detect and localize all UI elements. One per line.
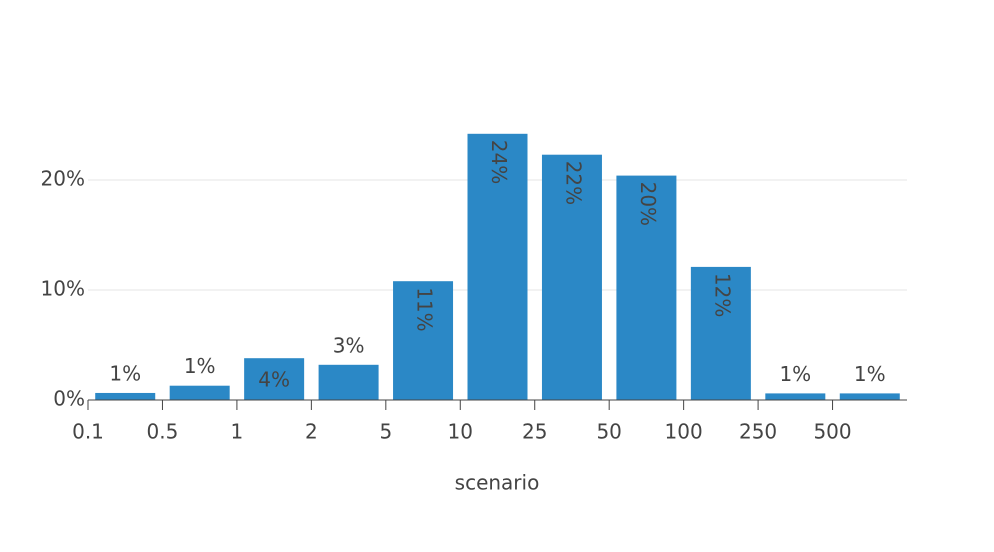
bar: [95, 392, 156, 400]
x-tick-label: 10: [448, 420, 473, 444]
value-label: 11%: [413, 287, 437, 331]
value-label: 1%: [109, 361, 141, 385]
bar: [765, 393, 826, 400]
x-tick-label: 250: [739, 420, 777, 444]
x-tick-label: 0.5: [147, 420, 179, 444]
value-label: 1%: [779, 362, 811, 386]
value-label: 3%: [333, 333, 365, 357]
x-axis-title: scenario: [455, 471, 540, 495]
bar: [839, 393, 900, 400]
bar: [616, 175, 677, 400]
x-tick-label: 50: [596, 420, 621, 444]
y-tick-label: 10%: [41, 277, 85, 301]
bar: [169, 385, 230, 400]
bar: [393, 281, 454, 400]
x-tick-label: 2: [305, 420, 318, 444]
x-tick-label: 5: [379, 420, 392, 444]
bar: [690, 266, 751, 400]
y-tick-label: 0%: [53, 387, 85, 411]
bar: [318, 364, 379, 400]
value-label: 12%: [710, 273, 734, 317]
bar: [467, 133, 528, 401]
x-tick-label: 100: [665, 420, 703, 444]
value-label: 1%: [854, 362, 886, 386]
value-label: 4%: [258, 368, 290, 392]
bar: [244, 358, 305, 400]
x-tick-label: 1: [231, 420, 244, 444]
x-tick-label: 25: [522, 420, 547, 444]
value-label: 24%: [487, 140, 511, 184]
value-label: 20%: [636, 182, 660, 226]
y-tick-label: 20%: [41, 167, 85, 191]
x-tick-label: 0.1: [72, 420, 104, 444]
bar: [541, 154, 602, 400]
value-label: 22%: [561, 161, 585, 205]
value-label: 1%: [184, 354, 216, 378]
x-tick-label: 500: [813, 420, 851, 444]
